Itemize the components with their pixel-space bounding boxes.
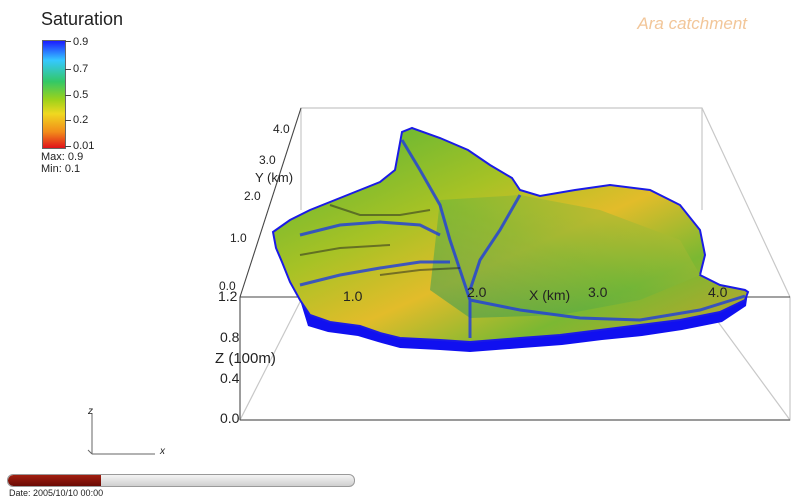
x-axis-title: X (km) — [529, 287, 571, 303]
legend-tick — [65, 95, 71, 96]
legend-label-05: 0.5 — [73, 89, 89, 101]
legend-tick — [65, 41, 71, 42]
z-tick-04: 0.4 — [220, 370, 240, 386]
date-label: Date: 2005/10/10 00:00 — [9, 488, 104, 498]
legend-tick — [65, 69, 71, 70]
y-tick-4: 4.0 — [273, 122, 290, 136]
surface-shading — [430, 195, 700, 318]
ridge-shadows — [299, 204, 461, 276]
y-axis-title: Y (km) — [255, 170, 294, 185]
z-tick-08: 0.8 — [220, 329, 240, 345]
orientation-triad — [87, 413, 155, 455]
legend-tick — [65, 146, 71, 147]
legend-max: Max: 0.9 — [41, 151, 84, 163]
legend-tick — [65, 120, 71, 121]
y-tick-2: 2.0 — [244, 189, 261, 203]
catchment-title: Ara catchment — [637, 14, 747, 33]
z-axis-title: Z (100m) — [215, 350, 276, 367]
catchment-side-walls — [300, 292, 748, 352]
time-slider-fill — [8, 475, 102, 486]
legend-label-001: 0.01 — [73, 140, 95, 152]
x-tick-4: 4.0 — [708, 284, 728, 300]
x-tick-3: 3.0 — [588, 284, 608, 300]
saturation-colorbar — [42, 40, 66, 149]
legend-label-02: 0.2 — [73, 114, 89, 126]
legend-min: Min: 0.1 — [41, 163, 81, 175]
y-tick-3: 3.0 — [259, 153, 276, 167]
y-tick-0: 0.0 — [219, 279, 236, 293]
z-tick-00: 0.0 — [220, 410, 240, 426]
x-tick-1: 1.0 — [343, 288, 363, 304]
x-tick-2: 2.0 — [467, 284, 487, 300]
legend-label-09: 0.9 — [73, 36, 89, 48]
legend-title: Saturation — [41, 9, 124, 29]
triad-z-label: z — [88, 406, 93, 417]
y-tick-1: 1.0 — [230, 231, 247, 245]
triad-x-label: x — [160, 446, 165, 457]
river-channels — [299, 139, 746, 338]
legend-label-07: 0.7 — [73, 63, 89, 75]
z-tick-12: 1.2 — [218, 288, 238, 304]
time-slider[interactable] — [7, 474, 355, 487]
